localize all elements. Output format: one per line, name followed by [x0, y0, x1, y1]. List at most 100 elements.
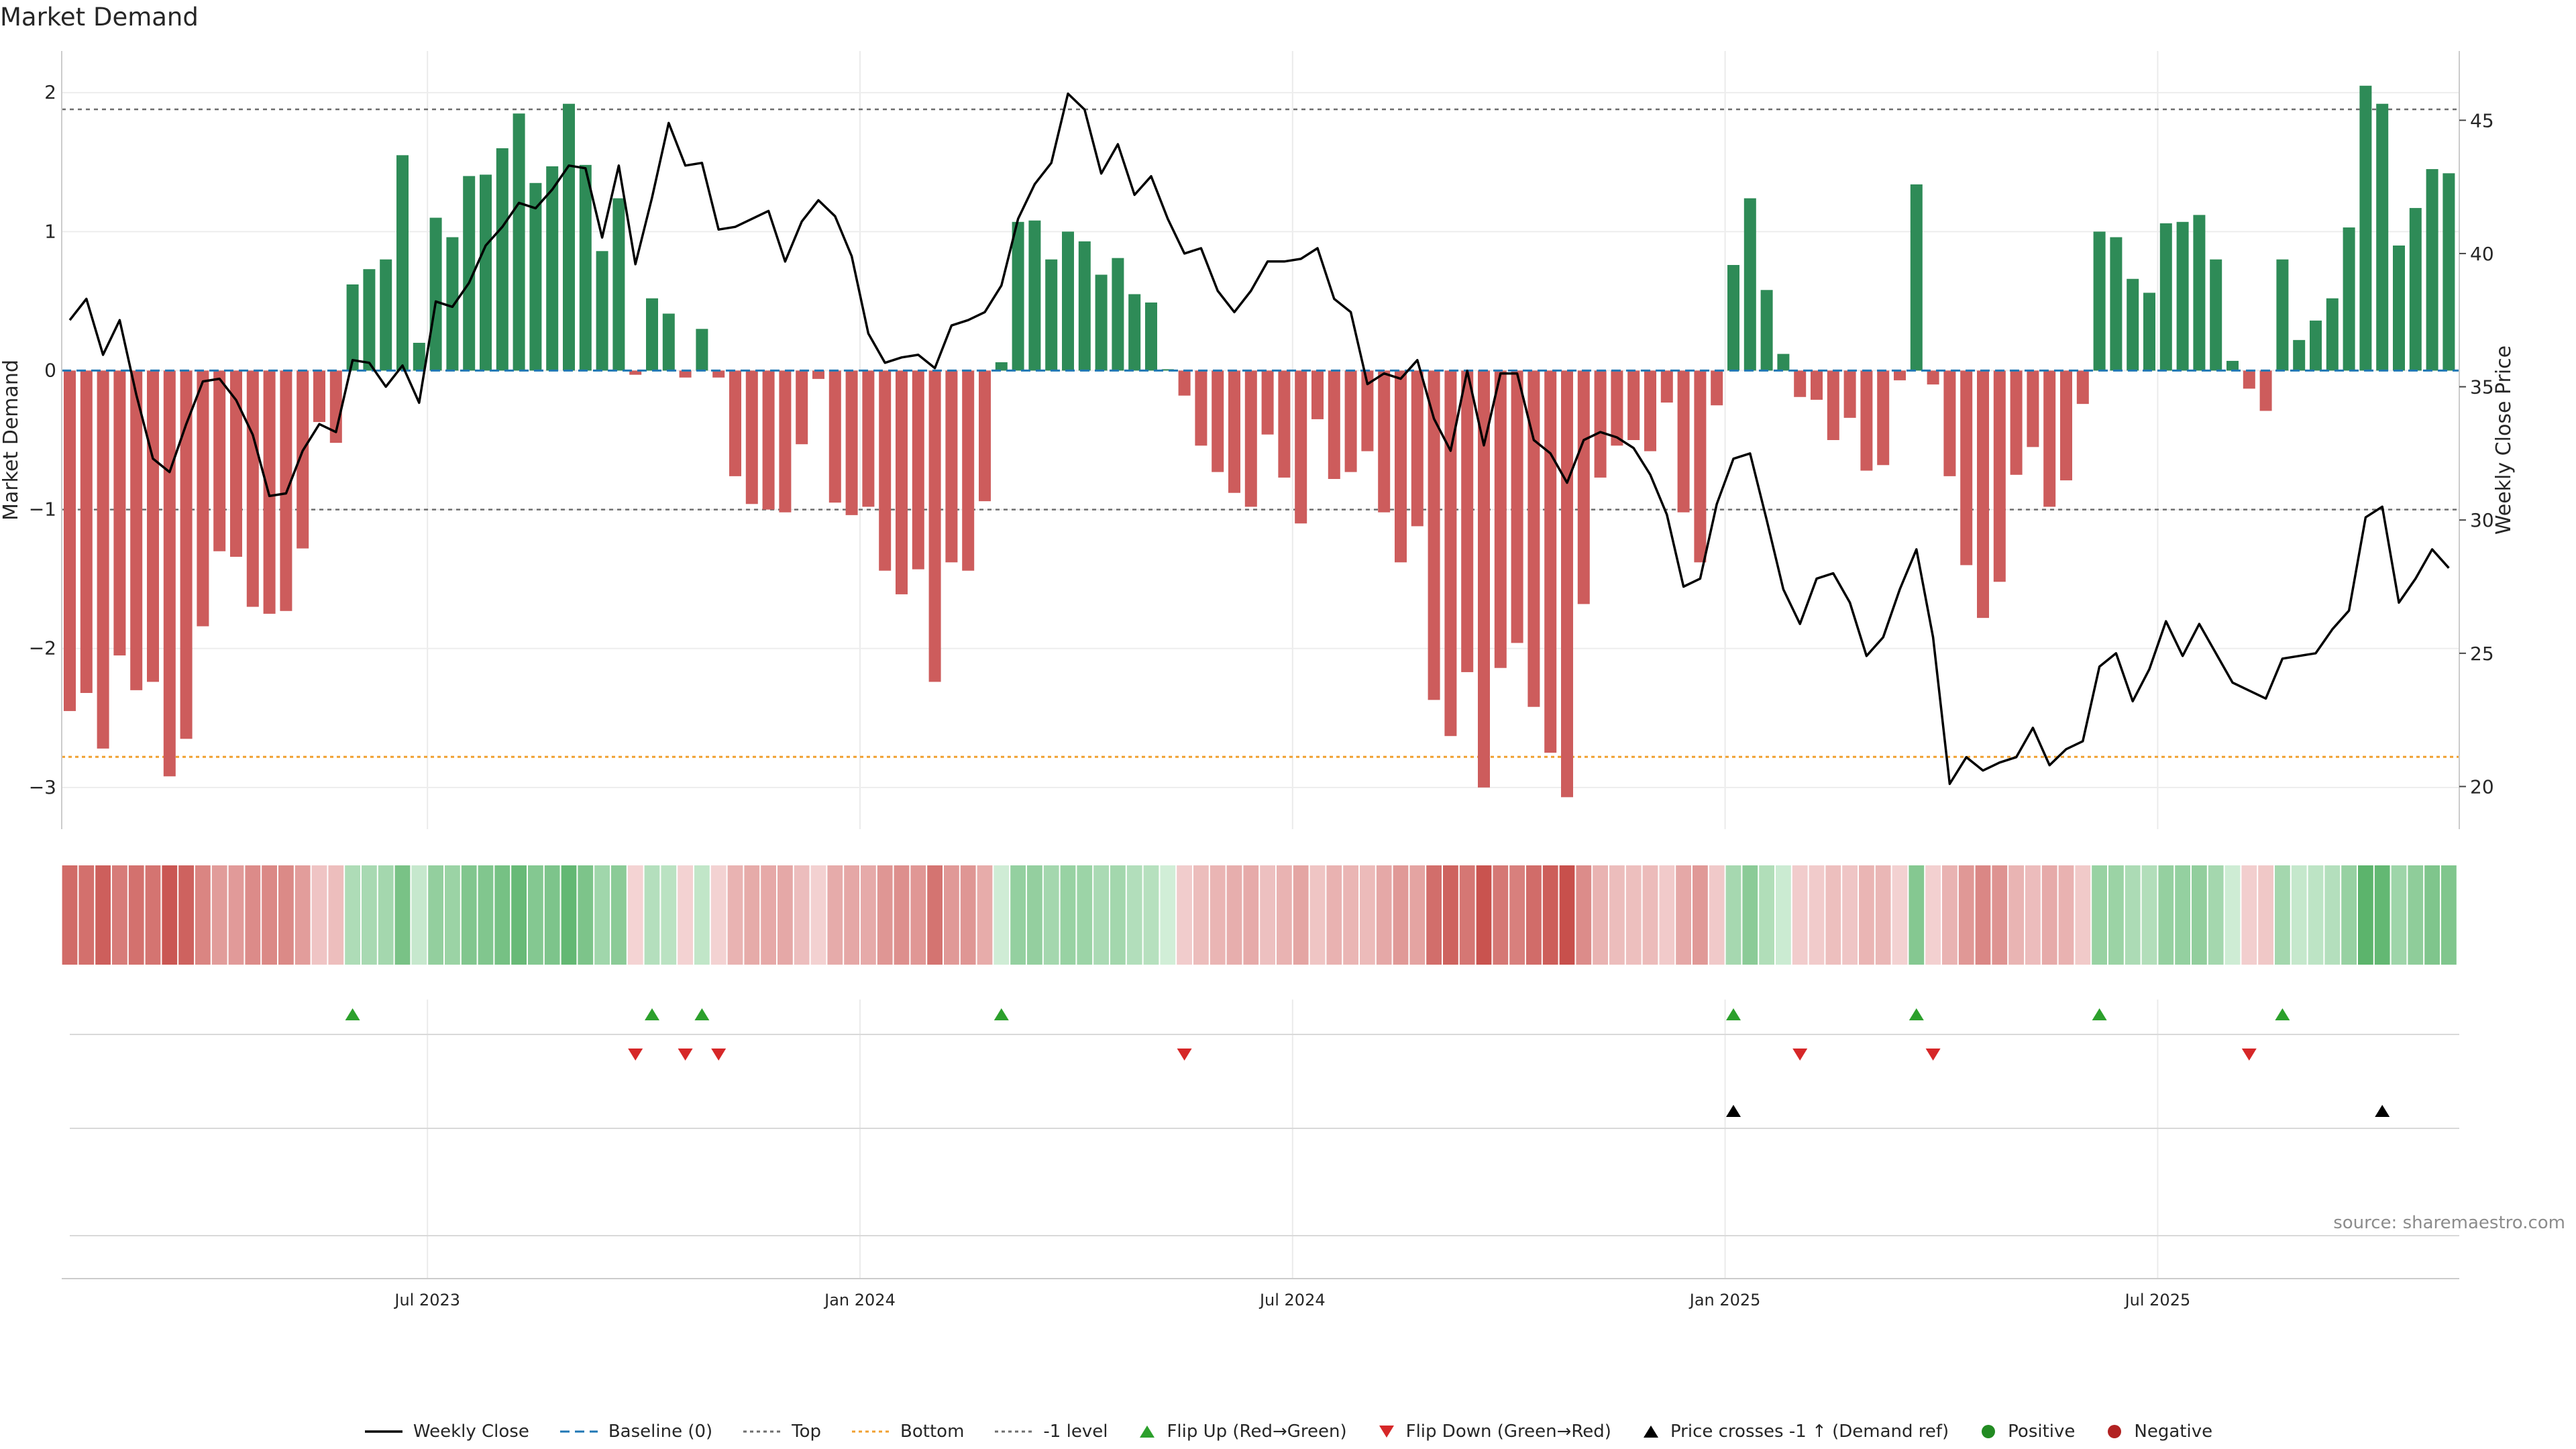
demand-bar — [1295, 370, 1307, 524]
reference-lines — [62, 108, 2459, 758]
legend-label: Flip Up (Red→Green) — [1167, 1421, 1347, 1442]
heat-cell — [2258, 865, 2273, 965]
heat-cell — [2008, 865, 2024, 965]
demand-bar — [1494, 370, 1507, 668]
demand-bar — [2043, 370, 2056, 507]
heat-cell — [1542, 865, 1558, 965]
heat-cell — [1476, 865, 1492, 965]
demand-bar — [928, 370, 941, 682]
legend-item: Price crosses -1 ↑ (Demand ref) — [1641, 1421, 1949, 1442]
demand-bar — [862, 370, 875, 507]
heat-cell — [311, 865, 327, 965]
demand-bar — [230, 370, 242, 557]
legend-label: Flip Down (Green→Red) — [1405, 1421, 1611, 1442]
heat-cell — [2275, 865, 2290, 965]
x-axis: Jul 2023 Jan 2024 Jul 2024 Jan 2025 Jul 2025 — [62, 1278, 2459, 1309]
demand-bar — [2176, 221, 2189, 371]
y-axis-label: Market Demand — [0, 360, 23, 521]
demand-bar — [1927, 370, 1939, 385]
heat-cell — [445, 865, 460, 965]
demand-bar — [2376, 103, 2389, 371]
flip-down-marker — [1925, 1049, 1941, 1061]
demand-bar — [180, 370, 193, 739]
demand-bar — [596, 251, 608, 371]
demand-bar — [1794, 370, 1807, 397]
heat-cell — [1892, 865, 1908, 965]
heat-cell — [1193, 865, 1209, 965]
heat-cell — [1409, 865, 1426, 965]
demand-bar — [646, 298, 658, 371]
heat-cell — [844, 865, 859, 965]
heat-cell — [1742, 865, 1758, 965]
demand-bar — [2127, 278, 2139, 371]
heat-cell — [1060, 865, 1076, 965]
heat-cell — [345, 865, 360, 965]
circle-icon — [2108, 1425, 2122, 1438]
demand-bar — [2193, 215, 2206, 371]
demand-bar — [1361, 370, 1374, 451]
heat-cell — [644, 865, 660, 965]
heat-cell — [1459, 865, 1475, 965]
demand-bar — [2359, 85, 2372, 371]
heat-cell — [162, 865, 178, 965]
triangle-up-icon — [1643, 1426, 1658, 1438]
y2-tick-label: 45 — [2470, 109, 2494, 131]
heat-cell — [2308, 865, 2324, 965]
flip-up-marker — [994, 1008, 1009, 1020]
demand-bar — [246, 370, 259, 607]
demand-bar — [147, 370, 159, 682]
demand-bar — [2093, 231, 2106, 371]
heat-cell — [2092, 865, 2107, 965]
demand-bar — [1977, 370, 1989, 619]
demand-bar — [945, 370, 958, 563]
demand-bar — [912, 370, 924, 570]
heat-cell — [2241, 865, 2257, 965]
demand-bar — [2343, 227, 2355, 371]
heat-cell — [794, 865, 810, 965]
demand-bar — [1644, 370, 1656, 451]
demand-bar — [496, 148, 508, 371]
heat-cell — [2058, 865, 2074, 965]
demand-bar — [1577, 370, 1590, 604]
grid-layer — [62, 51, 2459, 1279]
heat-cell — [1676, 865, 1691, 965]
demand-bar — [313, 370, 325, 423]
heat-cell — [1293, 865, 1309, 965]
flip-down-marker — [628, 1049, 643, 1061]
heat-cell — [710, 865, 727, 965]
demand-bar — [828, 370, 841, 503]
heat-cell — [694, 865, 710, 965]
heat-cell — [2041, 865, 2057, 965]
demand-bar — [2310, 320, 2322, 371]
heat-cell — [661, 865, 677, 965]
demand-bar — [97, 370, 109, 749]
demand-bar — [163, 370, 176, 777]
demand-bar — [1095, 274, 1108, 371]
heat-cell — [1725, 865, 1741, 965]
heat-cell — [2391, 865, 2407, 965]
y2-axis-label: Weekly Close Price — [2492, 345, 2516, 535]
heat-cell — [1776, 865, 1791, 965]
demand-bar — [729, 370, 741, 476]
y2-tick-label: 30 — [2470, 509, 2494, 531]
heat-cell — [494, 865, 511, 965]
heat-cell — [761, 865, 776, 965]
demand-bar — [1461, 370, 1474, 672]
heat-cell — [561, 865, 577, 965]
demand-bar — [529, 182, 542, 371]
heat-cell — [528, 865, 543, 965]
heat-cell — [777, 865, 793, 965]
heat-cell — [1825, 865, 1841, 965]
legend-item: Flip Up (Red→Green) — [1137, 1421, 1347, 1442]
heat-cell — [2424, 865, 2440, 965]
legend-item: Baseline (0) — [559, 1421, 712, 1442]
heat-cell — [2125, 865, 2141, 965]
heat-cell — [128, 865, 144, 965]
demand-bar — [845, 370, 858, 515]
demand-bar — [197, 370, 209, 627]
demand-bar — [1145, 302, 1157, 371]
heat-cell — [544, 865, 560, 965]
demand-bar — [346, 284, 359, 371]
x-tick-label: Jul 2023 — [393, 1291, 460, 1309]
flip-down-marker — [711, 1049, 727, 1061]
